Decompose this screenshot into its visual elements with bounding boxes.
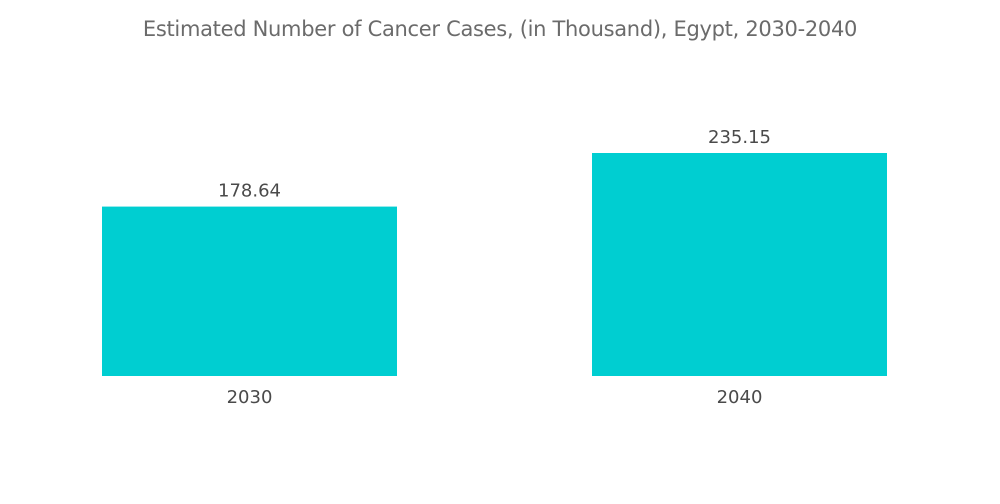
bar-2040 <box>592 153 887 376</box>
chart-title: Estimated Number of Cancer Cases, (in Th… <box>142 17 858 41</box>
x-tick-label-2030: 2030 <box>227 387 273 408</box>
x-tick-label-2040: 2040 <box>717 387 763 408</box>
value-label-2030: 178.64 <box>218 181 281 202</box>
value-label-2040: 235.15 <box>708 127 771 148</box>
bars-group: 178.64 2030 235.15 2040 <box>102 127 887 408</box>
bar-2030 <box>102 206 397 376</box>
